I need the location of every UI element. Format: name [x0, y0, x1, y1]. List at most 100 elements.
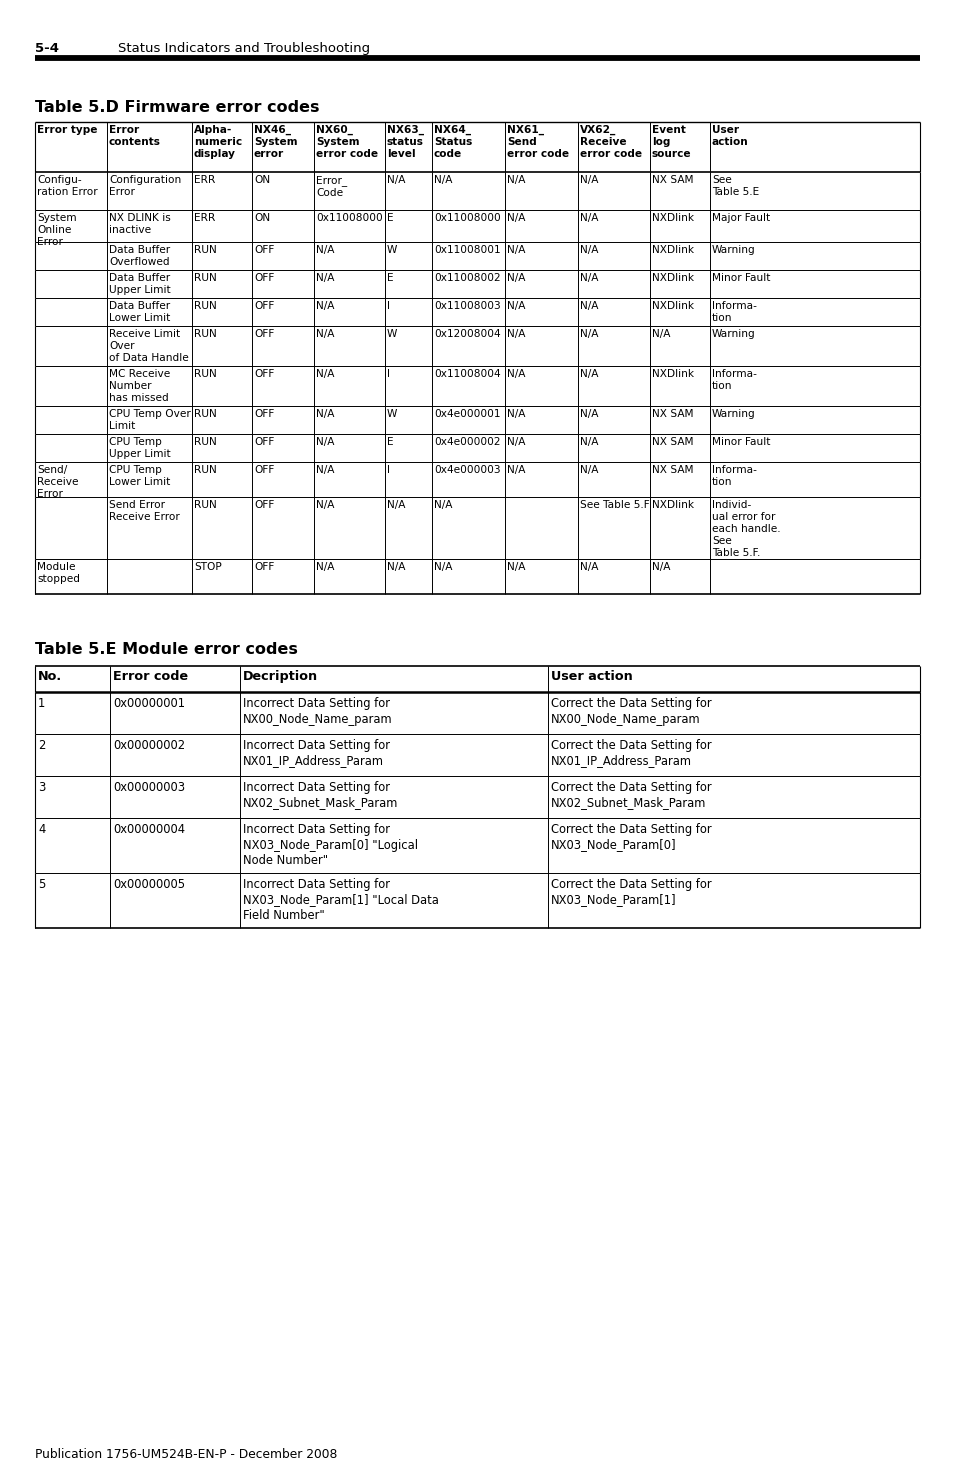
Text: NXDlink: NXDlink: [651, 301, 693, 311]
Text: CPU Temp Over
Limit: CPU Temp Over Limit: [109, 409, 191, 431]
Text: NX61_
Send
error code: NX61_ Send error code: [506, 125, 569, 159]
Text: N/A: N/A: [579, 465, 598, 475]
Text: N/A: N/A: [315, 437, 334, 447]
Text: Incorrect Data Setting for
NX03_Node_Param[1] "Local Data
Field Number": Incorrect Data Setting for NX03_Node_Par…: [243, 878, 438, 922]
Text: Individ-
ual error for
each handle.
See
Table 5.F.: Individ- ual error for each handle. See …: [711, 500, 780, 558]
Text: NX SAM: NX SAM: [651, 437, 693, 447]
Text: NX SAM: NX SAM: [651, 465, 693, 475]
Text: NX SAM: NX SAM: [651, 176, 693, 184]
Text: 0x11008000: 0x11008000: [315, 212, 382, 223]
Text: Configuration
Error: Configuration Error: [109, 176, 181, 198]
Text: 0x4e000003: 0x4e000003: [434, 465, 500, 475]
Text: Event
log
source: Event log source: [651, 125, 691, 159]
Text: ERR: ERR: [193, 176, 215, 184]
Text: E: E: [387, 273, 394, 283]
Text: N/A: N/A: [506, 273, 525, 283]
Text: STOP: STOP: [193, 562, 221, 572]
Text: N/A: N/A: [506, 465, 525, 475]
Text: Error code: Error code: [112, 670, 188, 683]
Text: 0x12008004: 0x12008004: [434, 329, 500, 339]
Text: N/A: N/A: [434, 562, 452, 572]
Text: Error
contents: Error contents: [109, 125, 161, 148]
Text: RUN: RUN: [193, 301, 216, 311]
Text: NX60_
System
error code: NX60_ System error code: [315, 125, 377, 159]
Text: N/A: N/A: [579, 369, 598, 379]
Text: RUN: RUN: [193, 500, 216, 510]
Text: 5: 5: [38, 878, 46, 891]
Text: OFF: OFF: [253, 562, 274, 572]
Text: Warning: Warning: [711, 409, 755, 419]
Text: 5-4: 5-4: [35, 41, 59, 55]
Text: Module
stopped: Module stopped: [37, 562, 80, 584]
Text: I: I: [387, 465, 390, 475]
Text: N/A: N/A: [579, 409, 598, 419]
Text: N/A: N/A: [315, 409, 334, 419]
Text: N/A: N/A: [315, 273, 334, 283]
Text: Informa-
tion: Informa- tion: [711, 465, 756, 487]
Text: See
Table 5.E: See Table 5.E: [711, 176, 759, 198]
Text: RUN: RUN: [193, 329, 216, 339]
Text: W: W: [387, 245, 397, 255]
Text: OFF: OFF: [253, 369, 274, 379]
Text: 0x11008000: 0x11008000: [434, 212, 500, 223]
Text: ON: ON: [253, 212, 270, 223]
Text: Correct the Data Setting for
NX03_Node_Param[0]: Correct the Data Setting for NX03_Node_P…: [551, 823, 711, 851]
Text: N/A: N/A: [315, 301, 334, 311]
Text: Warning: Warning: [711, 329, 755, 339]
Text: Correct the Data Setting for
NX02_Subnet_Mask_Param: Correct the Data Setting for NX02_Subnet…: [551, 780, 711, 810]
Text: Publication 1756-UM524B-EN-P - December 2008: Publication 1756-UM524B-EN-P - December …: [35, 1448, 337, 1462]
Text: NXDlink: NXDlink: [651, 273, 693, 283]
Text: N/A: N/A: [579, 437, 598, 447]
Text: OFF: OFF: [253, 437, 274, 447]
Text: N/A: N/A: [315, 465, 334, 475]
Text: Send/
Receive
Error: Send/ Receive Error: [37, 465, 78, 499]
Text: OFF: OFF: [253, 409, 274, 419]
Text: Correct the Data Setting for
NX03_Node_Param[1]: Correct the Data Setting for NX03_Node_P…: [551, 878, 711, 907]
Text: N/A: N/A: [506, 562, 525, 572]
Text: 2: 2: [38, 739, 46, 752]
Text: Alpha-
numeric
display: Alpha- numeric display: [193, 125, 242, 159]
Text: N/A: N/A: [579, 176, 598, 184]
Text: 3: 3: [38, 780, 46, 794]
Text: N/A: N/A: [579, 245, 598, 255]
Text: NXDlink: NXDlink: [651, 369, 693, 379]
Text: VX62_
Receive
error code: VX62_ Receive error code: [579, 125, 641, 159]
Text: N/A: N/A: [579, 212, 598, 223]
Text: Minor Fault: Minor Fault: [711, 273, 770, 283]
Text: OFF: OFF: [253, 329, 274, 339]
Text: Incorrect Data Setting for
NX01_IP_Address_Param: Incorrect Data Setting for NX01_IP_Addre…: [243, 739, 390, 767]
Text: Data Buffer
Overflowed: Data Buffer Overflowed: [109, 245, 170, 267]
Text: ERR: ERR: [193, 212, 215, 223]
Text: Configu-
ration Error: Configu- ration Error: [37, 176, 97, 198]
Text: Correct the Data Setting for
NX00_Node_Name_param: Correct the Data Setting for NX00_Node_N…: [551, 698, 711, 726]
Text: W: W: [387, 329, 397, 339]
Text: OFF: OFF: [253, 301, 274, 311]
Text: 0x00000003: 0x00000003: [112, 780, 185, 794]
Text: CPU Temp
Lower Limit: CPU Temp Lower Limit: [109, 465, 171, 487]
Text: N/A: N/A: [315, 369, 334, 379]
Text: OFF: OFF: [253, 245, 274, 255]
Text: N/A: N/A: [387, 176, 405, 184]
Text: Incorrect Data Setting for
NX03_Node_Param[0] "Logical
Node Number": Incorrect Data Setting for NX03_Node_Par…: [243, 823, 417, 867]
Text: 0x11008001: 0x11008001: [434, 245, 500, 255]
Text: Incorrect Data Setting for
NX02_Subnet_Mask_Param: Incorrect Data Setting for NX02_Subnet_M…: [243, 780, 398, 810]
Text: N/A: N/A: [506, 212, 525, 223]
Text: RUN: RUN: [193, 369, 216, 379]
Text: NXDlink: NXDlink: [651, 500, 693, 510]
Text: N/A: N/A: [387, 500, 405, 510]
Text: RUN: RUN: [193, 437, 216, 447]
Text: E: E: [387, 212, 394, 223]
Text: OFF: OFF: [253, 465, 274, 475]
Text: RUN: RUN: [193, 465, 216, 475]
Text: N/A: N/A: [506, 176, 525, 184]
Text: 4: 4: [38, 823, 45, 836]
Text: I: I: [387, 369, 390, 379]
Text: 0x4e000001: 0x4e000001: [434, 409, 500, 419]
Text: Data Buffer
Lower Limit: Data Buffer Lower Limit: [109, 301, 171, 323]
Text: Warning: Warning: [711, 245, 755, 255]
Text: Error_
Code: Error_ Code: [315, 176, 347, 198]
Text: RUN: RUN: [193, 273, 216, 283]
Text: NXDlink: NXDlink: [651, 212, 693, 223]
Text: 1: 1: [38, 698, 45, 709]
Text: N/A: N/A: [387, 562, 405, 572]
